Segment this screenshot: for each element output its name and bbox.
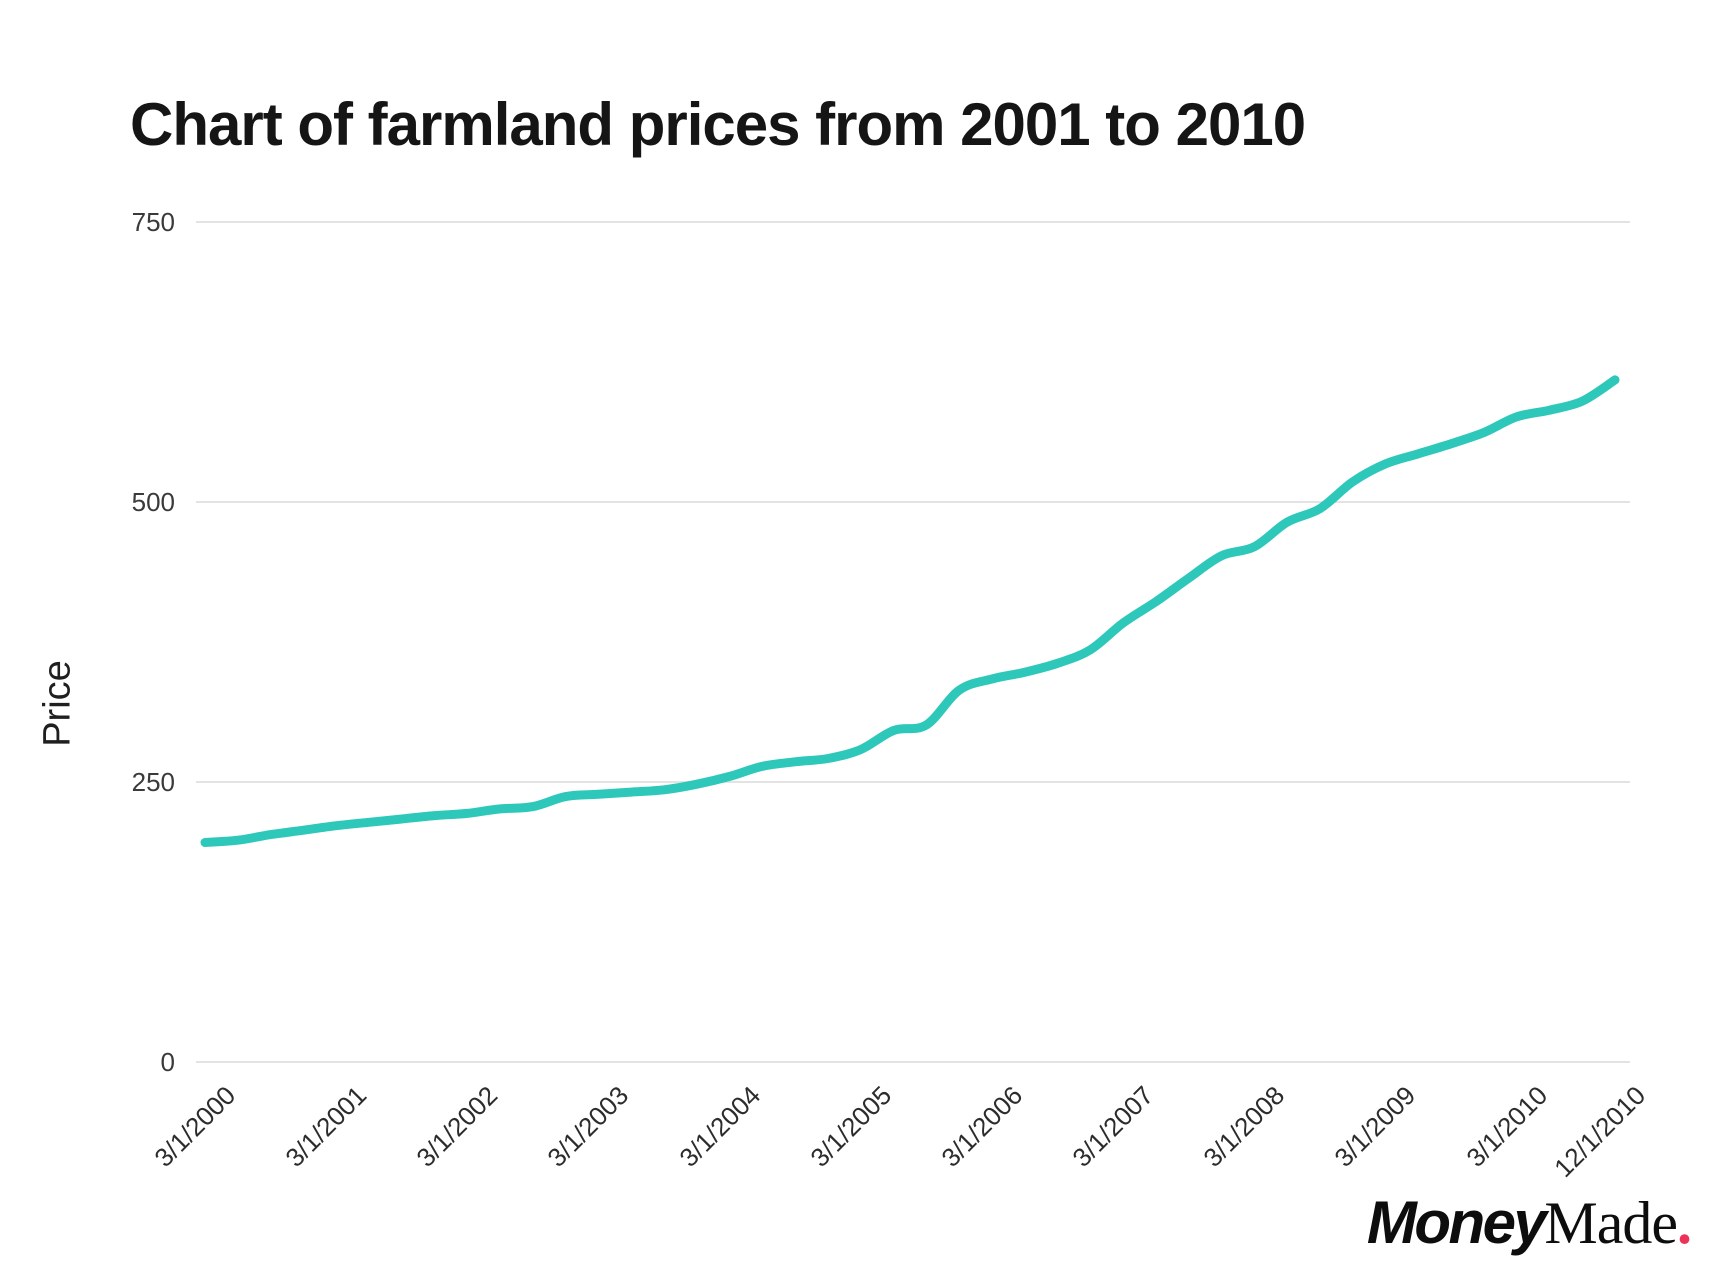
chart-title: Chart of farmland prices from 2001 to 20… [130, 91, 1306, 158]
brand-logo-dot: . [1677, 1190, 1692, 1256]
brand-logo-money: Money [1366, 1189, 1547, 1256]
price-line [200, 375, 1620, 847]
y-tick-label: 250 [131, 767, 175, 797]
brand-logo-made: Made [1544, 1190, 1678, 1256]
y-tick-label: 0 [160, 1047, 175, 1077]
y-tick-label: 500 [131, 487, 175, 517]
y-tick-label: 750 [131, 207, 175, 237]
brand-logo: MoneyMade. [1366, 1189, 1692, 1257]
